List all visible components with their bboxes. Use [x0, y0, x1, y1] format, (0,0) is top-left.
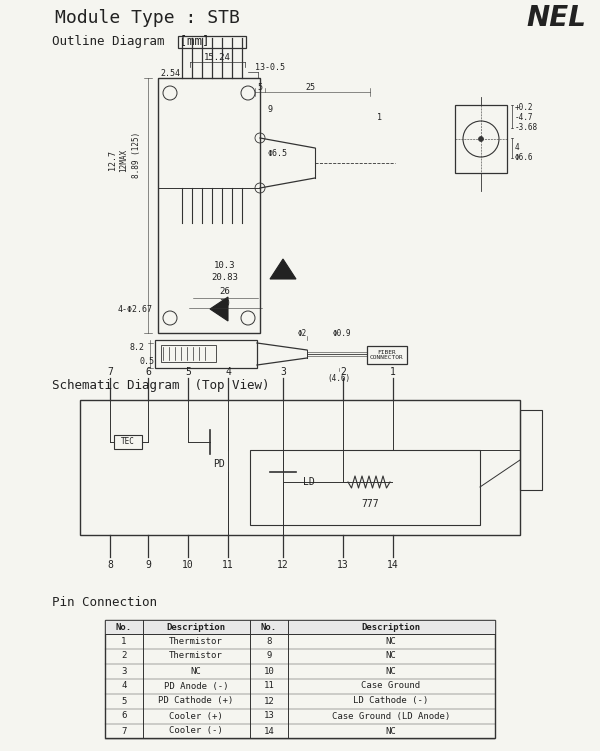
Bar — [105, 620, 495, 738]
Text: Case Ground (LD Anode): Case Ground (LD Anode) — [332, 711, 450, 720]
Text: 11: 11 — [222, 560, 234, 570]
Text: 7: 7 — [121, 726, 127, 735]
Text: 30: 30 — [220, 300, 230, 309]
Text: Φ2: Φ2 — [298, 330, 307, 339]
Text: PD Anode (-): PD Anode (-) — [164, 681, 228, 690]
Bar — [367, 346, 407, 364]
Text: 10: 10 — [263, 666, 274, 675]
Bar — [520, 410, 542, 490]
Text: 10: 10 — [182, 560, 194, 570]
Text: FIBER
CONNECTOR: FIBER CONNECTOR — [370, 350, 404, 360]
Bar — [178, 36, 246, 48]
Text: +0.2: +0.2 — [515, 102, 533, 111]
Text: PD: PD — [213, 459, 225, 469]
Text: 4-Φ2.67: 4-Φ2.67 — [118, 306, 153, 315]
Bar — [158, 78, 260, 188]
Text: 12MAX: 12MAX — [119, 149, 128, 171]
Text: Φ0.9: Φ0.9 — [333, 330, 351, 339]
Text: NC: NC — [386, 652, 397, 660]
Text: 4: 4 — [225, 367, 231, 377]
Text: -4.7: -4.7 — [515, 113, 533, 122]
Text: 13: 13 — [263, 711, 274, 720]
Bar — [114, 435, 142, 449]
Text: 4: 4 — [515, 143, 520, 152]
Text: 6: 6 — [145, 367, 151, 377]
Text: 20.83: 20.83 — [212, 273, 238, 282]
Bar — [158, 78, 260, 333]
Text: 13-0.5: 13-0.5 — [255, 64, 285, 73]
Text: PD Cathode (+): PD Cathode (+) — [158, 696, 233, 705]
Text: 2: 2 — [121, 652, 127, 660]
Text: 777: 777 — [361, 499, 379, 509]
Text: 8.89 (125): 8.89 (125) — [131, 132, 140, 178]
Circle shape — [479, 137, 484, 141]
Text: LD Cathode (-): LD Cathode (-) — [353, 696, 428, 705]
Bar — [80, 400, 520, 535]
Bar — [161, 345, 216, 362]
Text: 12: 12 — [263, 696, 274, 705]
Text: 1: 1 — [121, 637, 127, 646]
Text: 10.3: 10.3 — [214, 261, 236, 270]
Text: 12.7: 12.7 — [107, 150, 116, 170]
Text: 14: 14 — [387, 560, 399, 570]
Text: 4: 4 — [121, 681, 127, 690]
Polygon shape — [270, 259, 296, 279]
Text: 26: 26 — [220, 286, 230, 295]
Text: 12: 12 — [277, 560, 289, 570]
Text: NC: NC — [191, 666, 202, 675]
Text: 13: 13 — [337, 560, 349, 570]
Text: 25: 25 — [305, 83, 315, 92]
Text: Thermistor: Thermistor — [169, 637, 223, 646]
Text: Case Ground: Case Ground — [361, 681, 421, 690]
Bar — [455, 105, 507, 173]
Text: Outline Diagram  [mm]: Outline Diagram [mm] — [52, 35, 209, 49]
Text: 1: 1 — [377, 113, 383, 122]
Text: 7: 7 — [107, 367, 113, 377]
Text: 14: 14 — [263, 726, 274, 735]
Text: 2: 2 — [340, 367, 346, 377]
Text: 5: 5 — [185, 367, 191, 377]
Text: Φ6.6: Φ6.6 — [515, 153, 533, 162]
Text: NC: NC — [386, 666, 397, 675]
Text: NC: NC — [386, 637, 397, 646]
Polygon shape — [210, 297, 228, 321]
Text: Cooler (-): Cooler (-) — [169, 726, 223, 735]
Text: 8.2: 8.2 — [130, 343, 145, 352]
Text: No.: No. — [116, 623, 132, 632]
Text: 9: 9 — [145, 560, 151, 570]
Text: NC: NC — [386, 726, 397, 735]
Text: Φ6.5: Φ6.5 — [268, 149, 288, 158]
Text: 1: 1 — [390, 367, 396, 377]
Text: 5: 5 — [257, 83, 263, 92]
Text: 2.54: 2.54 — [160, 70, 180, 79]
Text: 0.5: 0.5 — [139, 357, 155, 366]
Text: 9: 9 — [268, 105, 272, 114]
Bar — [155, 340, 257, 368]
Text: 8: 8 — [266, 637, 272, 646]
Bar — [250, 450, 480, 525]
Text: Schematic Diagram  (Top View): Schematic Diagram (Top View) — [52, 379, 269, 391]
Text: 5: 5 — [121, 696, 127, 705]
Text: 3: 3 — [280, 367, 286, 377]
Bar — [105, 620, 495, 634]
Text: Description: Description — [361, 623, 421, 632]
Text: 9: 9 — [266, 652, 272, 660]
Text: Module Type : STB: Module Type : STB — [55, 9, 240, 27]
Text: NEL: NEL — [526, 4, 586, 32]
Text: 6: 6 — [121, 711, 127, 720]
Text: 3: 3 — [121, 666, 127, 675]
Text: 11: 11 — [263, 681, 274, 690]
Text: Description: Description — [166, 623, 226, 632]
Text: TEC: TEC — [121, 438, 135, 447]
Text: No.: No. — [261, 623, 277, 632]
Text: -3.68: -3.68 — [515, 123, 538, 132]
Text: Cooler (+): Cooler (+) — [169, 711, 223, 720]
Text: 8: 8 — [107, 560, 113, 570]
Text: LD: LD — [303, 477, 315, 487]
Text: Pin Connection: Pin Connection — [52, 596, 157, 610]
Text: 15.24: 15.24 — [203, 53, 230, 62]
Text: (4.6): (4.6) — [328, 373, 350, 382]
Text: Thermistor: Thermistor — [169, 652, 223, 660]
